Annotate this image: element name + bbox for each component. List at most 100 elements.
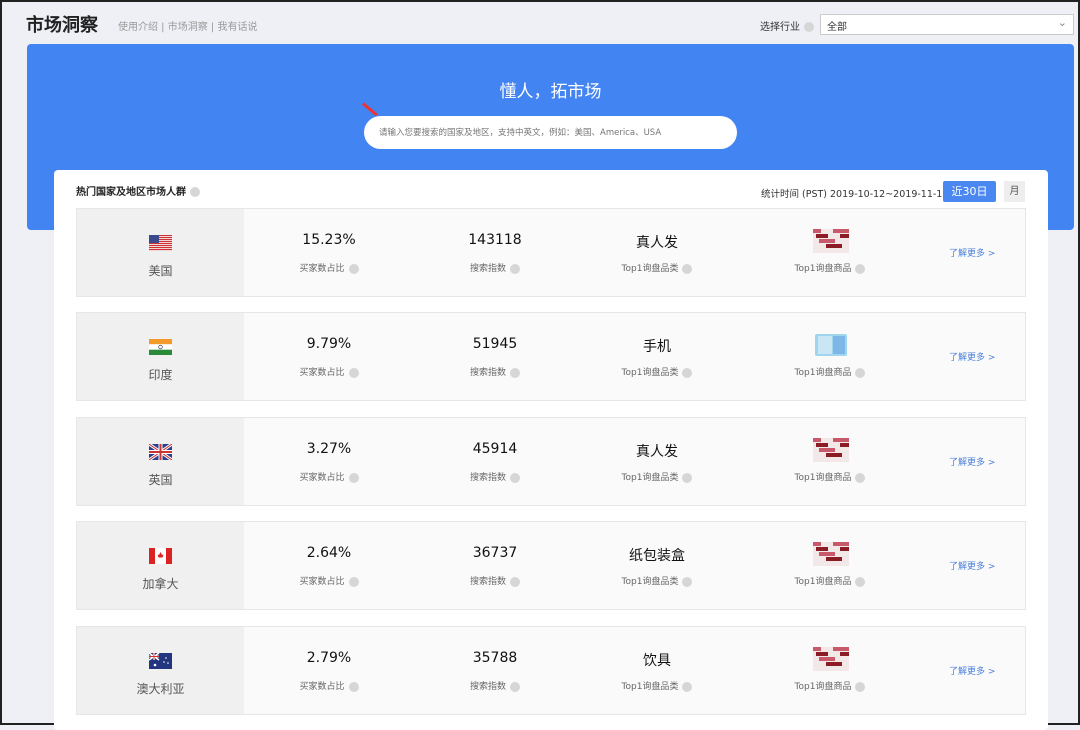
market-card: 热门国家及地区市场人群 统计时间 (PST) 2019-10-12~2019-1…	[54, 170, 1048, 730]
table-row: 美国 15.23% 买家数占比 143118 搜索指数 真人发 Top1询盘品类…	[76, 208, 1026, 297]
help-icon[interactable]	[190, 187, 200, 197]
search-index-value: 36737	[472, 545, 518, 561]
top-product-label: Top1询盘商品	[745, 261, 915, 274]
link-intro[interactable]: 使用介绍	[118, 22, 158, 33]
label-text: Top1询盘品类	[621, 473, 679, 483]
buyer-ratio-label: 买家数占比	[244, 470, 414, 483]
help-icon[interactable]	[682, 472, 693, 483]
industry-label-text: 选择行业	[760, 22, 800, 33]
product-thumbnail[interactable]	[813, 438, 852, 462]
table-row: 印度 9.79% 买家数占比 51945 搜索指数 手机 Top1询盘品类 To…	[76, 312, 1026, 401]
help-icon[interactable]	[855, 681, 866, 692]
buyer-ratio-value: 2.64%	[306, 545, 352, 561]
help-icon[interactable]	[510, 576, 520, 587]
buyer-ratio-value: 2.79%	[306, 650, 352, 666]
buyer-ratio-label: 买家数占比	[244, 261, 414, 274]
help-icon[interactable]	[855, 263, 866, 274]
learn-more-link[interactable]: 了解更多 >	[949, 353, 996, 363]
help-icon[interactable]	[348, 681, 359, 692]
last-30-days-button[interactable]: 近30日	[943, 181, 996, 202]
help-icon[interactable]	[510, 472, 520, 483]
product-thumbnail[interactable]	[813, 229, 852, 253]
table-row: 英国 3.27% 买家数占比 45914 搜索指数 真人发 Top1询盘品类 T…	[76, 417, 1026, 506]
product-thumbnail[interactable]	[813, 542, 852, 566]
country-cell[interactable]: 澳大利亚	[77, 627, 244, 714]
label-text: 买家数占比	[299, 577, 345, 587]
flag-ca-icon	[149, 548, 172, 564]
top-product-label: Top1询盘商品	[745, 574, 915, 587]
buyer-ratio-value: 3.27%	[306, 441, 352, 457]
search-index-value: 35788	[472, 650, 518, 666]
help-icon[interactable]	[682, 367, 693, 378]
label-text: 买家数占比	[299, 682, 345, 692]
top-product-label: Top1询盘商品	[745, 470, 915, 483]
country-name: 加拿大	[142, 577, 179, 591]
help-icon[interactable]	[682, 263, 693, 274]
country-name: 英国	[148, 473, 173, 487]
label-text: 搜索指数	[469, 577, 506, 587]
help-icon[interactable]	[510, 681, 520, 692]
industry-select[interactable]: 全部 ⌄	[820, 14, 1074, 35]
learn-more-link[interactable]: 了解更多 >	[949, 667, 996, 677]
help-icon[interactable]	[855, 367, 866, 378]
industry-value: 全部	[827, 22, 847, 33]
help-icon[interactable]	[855, 576, 866, 587]
label-text: 搜索指数	[469, 264, 506, 274]
label-text: 搜索指数	[469, 682, 506, 692]
label-text: Top1询盘品类	[621, 264, 679, 274]
help-icon[interactable]	[510, 263, 520, 274]
product-thumbnail[interactable]	[813, 333, 849, 357]
label-text: 买家数占比	[299, 368, 345, 378]
arrow-annotation-icon	[362, 102, 378, 117]
label-text: Top1询盘商品	[794, 264, 852, 274]
country-cell[interactable]: 英国	[77, 418, 244, 505]
help-icon[interactable]	[682, 681, 693, 692]
help-icon[interactable]	[348, 367, 359, 378]
label-text: Top1询盘商品	[794, 473, 852, 483]
help-icon[interactable]	[682, 576, 693, 587]
help-icon[interactable]	[348, 472, 359, 483]
top-category-value: 饮具	[643, 653, 671, 669]
buyer-ratio-label: 买家数占比	[244, 679, 414, 692]
search-input[interactable]	[364, 116, 737, 149]
link-insight[interactable]: 市场洞察	[167, 22, 208, 33]
label-text: Top1询盘品类	[621, 368, 679, 378]
top-category-value: 纸包装盒	[629, 548, 685, 564]
table-row: 澳大利亚 2.79% 买家数占比 35788 搜索指数 饮具 Top1询盘品类 …	[76, 626, 1026, 715]
buyer-ratio-value: 15.23%	[302, 232, 356, 248]
top-category-label: Top1询盘品类	[572, 365, 742, 378]
country-name: 美国	[148, 264, 173, 278]
link-feedback[interactable]: 我有话说	[217, 22, 258, 33]
month-button[interactable]: 月	[1004, 181, 1025, 202]
help-icon[interactable]	[804, 22, 814, 32]
learn-more-link[interactable]: 了解更多 >	[949, 458, 996, 468]
country-cell[interactable]: 美国	[77, 209, 244, 296]
search-index-label: 搜索指数	[410, 470, 580, 483]
product-thumbnail[interactable]	[813, 647, 852, 671]
separator: |	[158, 22, 168, 33]
help-icon[interactable]	[348, 263, 359, 274]
label-text: Top1询盘品类	[621, 682, 679, 692]
country-name: 澳大利亚	[136, 682, 185, 696]
help-icon[interactable]	[855, 472, 866, 483]
help-icon[interactable]	[348, 576, 359, 587]
search-index-label: 搜索指数	[410, 365, 580, 378]
label-text: 搜索指数	[469, 473, 506, 483]
page-title: 市场洞察	[26, 15, 98, 36]
buyer-ratio-label: 买家数占比	[244, 574, 414, 587]
buyer-ratio-value: 9.79%	[306, 336, 352, 352]
learn-more-link[interactable]: 了解更多 >	[949, 562, 996, 572]
learn-more-link[interactable]: 了解更多 >	[949, 249, 996, 259]
flag-gb-icon	[148, 442, 173, 462]
label-text: 搜索指数	[469, 368, 506, 378]
label-text: 买家数占比	[299, 473, 345, 483]
help-icon[interactable]	[510, 367, 520, 378]
card-title: 热门国家及地区市场人群	[76, 183, 200, 198]
country-cell[interactable]: 加拿大	[77, 522, 244, 609]
country-cell[interactable]: 印度	[77, 313, 244, 400]
top-category-label: Top1询盘品类	[572, 574, 742, 587]
top-category-value: 真人发	[636, 444, 678, 460]
top-category-value: 手机	[643, 339, 671, 355]
label-text: Top1询盘商品	[794, 368, 852, 378]
search-index-value: 45914	[472, 441, 518, 457]
